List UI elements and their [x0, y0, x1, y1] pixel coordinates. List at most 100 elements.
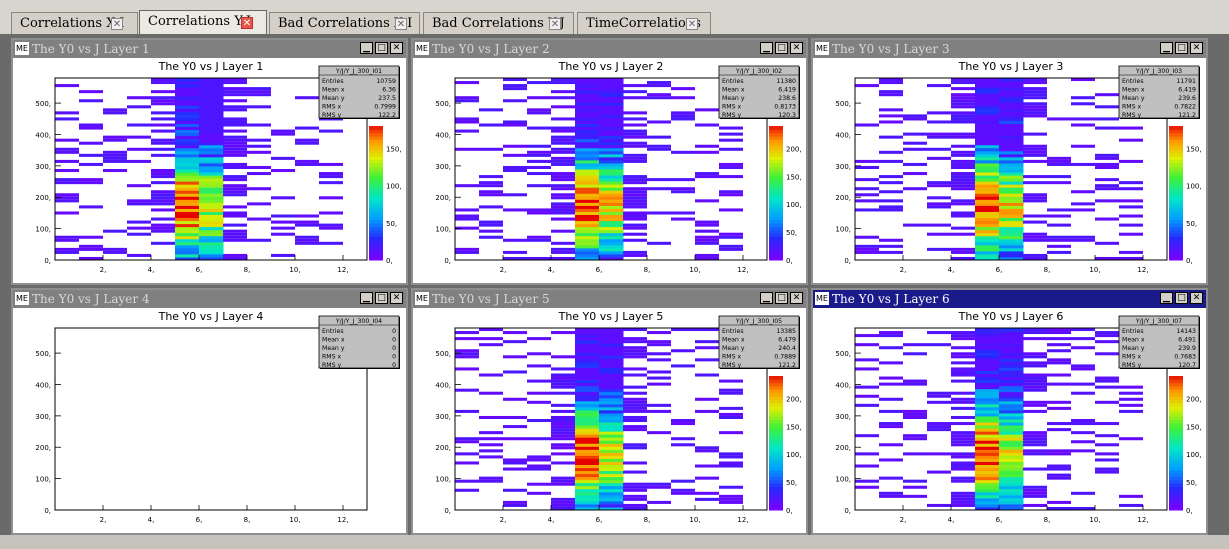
heatmap-cell: [855, 452, 879, 456]
heatmap-cell: [1023, 352, 1047, 356]
heatmap-cell: [975, 373, 1000, 378]
close-icon[interactable]: ✕: [790, 42, 803, 54]
heatmap-cell: [951, 181, 975, 185]
plot-canvas[interactable]: The Y0 vs J Layer 1 2, 4, 6, 8, 10, 12, 0, 100, 2…: [13, 58, 406, 283]
histogram-window-1[interactable]: ME The Y0 vs J Layer 1 ▁ □ ✕ The Y0 vs J Laye…: [11, 38, 408, 285]
minimize-icon[interactable]: ▁: [1160, 42, 1173, 54]
heatmap-cell: [575, 196, 600, 200]
color-scale-band: [769, 226, 783, 231]
color-scale-band: [1169, 213, 1183, 217]
heatmap-cell: [1023, 147, 1047, 151]
plot-canvas[interactable]: The Y0 vs J Layer 3 2, 4, 6, 8, 10, 12, 0, 100, 2…: [813, 58, 1206, 283]
close-icon[interactable]: ✕: [549, 18, 561, 30]
maximize-icon[interactable]: □: [1175, 292, 1188, 304]
histogram-window-4[interactable]: ME The Y0 vs J Layer 4 ▁ □ ✕ The Y0 vs J Laye…: [11, 288, 408, 535]
tab-correlations-y-j[interactable]: Correlations Y-J ✕: [139, 10, 267, 34]
heatmap-cell: [671, 150, 695, 154]
heatmap-cell: [575, 485, 600, 490]
tab-correlations-x-i[interactable]: Correlations X-I ✕: [11, 12, 138, 34]
heatmap-cell: [1023, 443, 1047, 447]
heatmap-cell: [623, 232, 647, 236]
maximize-icon[interactable]: □: [775, 292, 788, 304]
minimize-icon[interactable]: ▁: [360, 42, 373, 54]
close-icon[interactable]: ✕: [686, 18, 698, 30]
heatmap-cell: [103, 229, 127, 233]
minimize-icon[interactable]: ▁: [760, 292, 773, 304]
heatmap-cell: [55, 159, 79, 163]
heatmap-cell: [975, 159, 1000, 164]
window-titlebar[interactable]: ME The Y0 vs J Layer 6 ▁ □ ✕: [813, 290, 1206, 308]
close-icon[interactable]: ✕: [390, 292, 403, 304]
heatmap-cell: [503, 425, 527, 429]
heatmap-cell: [975, 403, 1000, 408]
heatmap-cell: [999, 349, 1024, 353]
heatmap-cell: [671, 349, 695, 353]
maximize-icon[interactable]: □: [1175, 42, 1188, 54]
maximize-icon[interactable]: □: [375, 292, 388, 304]
heatmap-cell: [879, 244, 903, 248]
heatmap-cell: [175, 175, 200, 179]
heatmap-cell: [855, 208, 879, 212]
window-titlebar[interactable]: ME The Y0 vs J Layer 2 ▁ □ ✕: [413, 40, 806, 58]
close-icon[interactable]: ✕: [1190, 42, 1203, 54]
window-titlebar[interactable]: ME The Y0 vs J Layer 4 ▁ □ ✕: [13, 290, 406, 308]
tab-time-correlations[interactable]: TimeCorrelations ✕: [577, 12, 711, 34]
tab-bad-correlations-x-i[interactable]: Bad Correlations X-I ✕: [269, 12, 420, 34]
heatmap-cell: [199, 232, 224, 237]
heatmap-cell: [455, 337, 479, 341]
close-icon[interactable]: ✕: [390, 42, 403, 54]
heatmap-cell: [527, 482, 551, 486]
heatmap-cell: [575, 455, 600, 459]
heatmap-cell: [927, 428, 951, 432]
plot-canvas[interactable]: The Y0 vs J Layer 2 2, 4, 6, 8, 10, 12, 0, 100, 2…: [413, 58, 806, 283]
heatmap-cell: [479, 193, 503, 197]
heatmap-cell: [975, 379, 1000, 384]
close-icon[interactable]: ✕: [1190, 292, 1203, 304]
heatmap-cell: [599, 175, 624, 179]
plot-canvas[interactable]: The Y0 vs J Layer 5 2, 4, 6, 8, 10, 12, 0, 100, 2…: [413, 308, 806, 533]
heatmap-cell: [1023, 491, 1047, 495]
heatmap-cell: [599, 352, 624, 356]
minimize-icon[interactable]: ▁: [360, 292, 373, 304]
stats-value: 239.6: [1178, 95, 1196, 102]
close-icon[interactable]: ✕: [395, 18, 407, 30]
heatmap-cell: [199, 159, 224, 164]
heatmap-cell: [975, 202, 1000, 206]
close-icon[interactable]: ✕: [241, 17, 253, 29]
histogram-window-2[interactable]: ME The Y0 vs J Layer 2 ▁ □ ✕ The Y0 vs J Laye…: [411, 38, 808, 285]
heatmap-cell: [223, 178, 247, 182]
histogram-window-6[interactable]: ME The Y0 vs J Layer 6 ▁ □ ✕ The Y0 vs J Laye…: [811, 288, 1208, 535]
heatmap-cell: [999, 178, 1024, 182]
heatmap-cell: [151, 199, 175, 203]
tab-bad-correlations-y-j[interactable]: Bad Correlations Y-J ✕: [423, 12, 574, 34]
heatmap-cell: [1023, 87, 1047, 91]
close-icon[interactable]: ✕: [790, 292, 803, 304]
heatmap-cell: [575, 361, 600, 365]
histogram-window-5[interactable]: ME The Y0 vs J Layer 5 ▁ □ ✕ The Y0 vs J Laye…: [411, 288, 808, 535]
heatmap-cell: [927, 391, 951, 395]
minimize-icon[interactable]: ▁: [760, 42, 773, 54]
heatmap-cell: [951, 494, 975, 498]
heatmap-cell: [223, 78, 247, 82]
plot-canvas[interactable]: The Y0 vs J Layer 6 2, 4, 6, 8, 10, 12, 0, 100, 2…: [813, 308, 1206, 533]
window-titlebar[interactable]: ME The Y0 vs J Layer 3 ▁ □ ✕: [813, 40, 1206, 58]
histogram-window-3[interactable]: ME The Y0 vs J Layer 3 ▁ □ ✕ The Y0 vs J Laye…: [811, 38, 1208, 285]
maximize-icon[interactable]: □: [375, 42, 388, 54]
heatmap-cell: [1023, 449, 1047, 453]
minimize-icon[interactable]: ▁: [1160, 292, 1173, 304]
window-titlebar[interactable]: ME The Y0 vs J Layer 5 ▁ □ ✕: [413, 290, 806, 308]
maximize-icon[interactable]: □: [775, 42, 788, 54]
tab-label: Bad Correlations Y-J: [432, 16, 565, 31]
heatmap-cell: [1047, 328, 1071, 332]
heatmap-cell: [551, 126, 575, 130]
y-tick-label: 200,: [35, 194, 51, 202]
heatmap-cell: [999, 409, 1024, 414]
close-icon[interactable]: ✕: [111, 18, 123, 30]
window-titlebar[interactable]: ME The Y0 vs J Layer 1 ▁ □ ✕: [13, 40, 406, 58]
heatmap-cell: [503, 169, 527, 173]
z-tick-label: 200,: [786, 395, 802, 403]
plot-canvas[interactable]: The Y0 vs J Layer 4 2, 4, 6, 8, 10, 12, 0, 100, 2…: [13, 308, 406, 533]
plot-frame: [54, 77, 368, 261]
heatmap-cell: [479, 147, 503, 151]
heatmap-cell: [199, 199, 224, 203]
